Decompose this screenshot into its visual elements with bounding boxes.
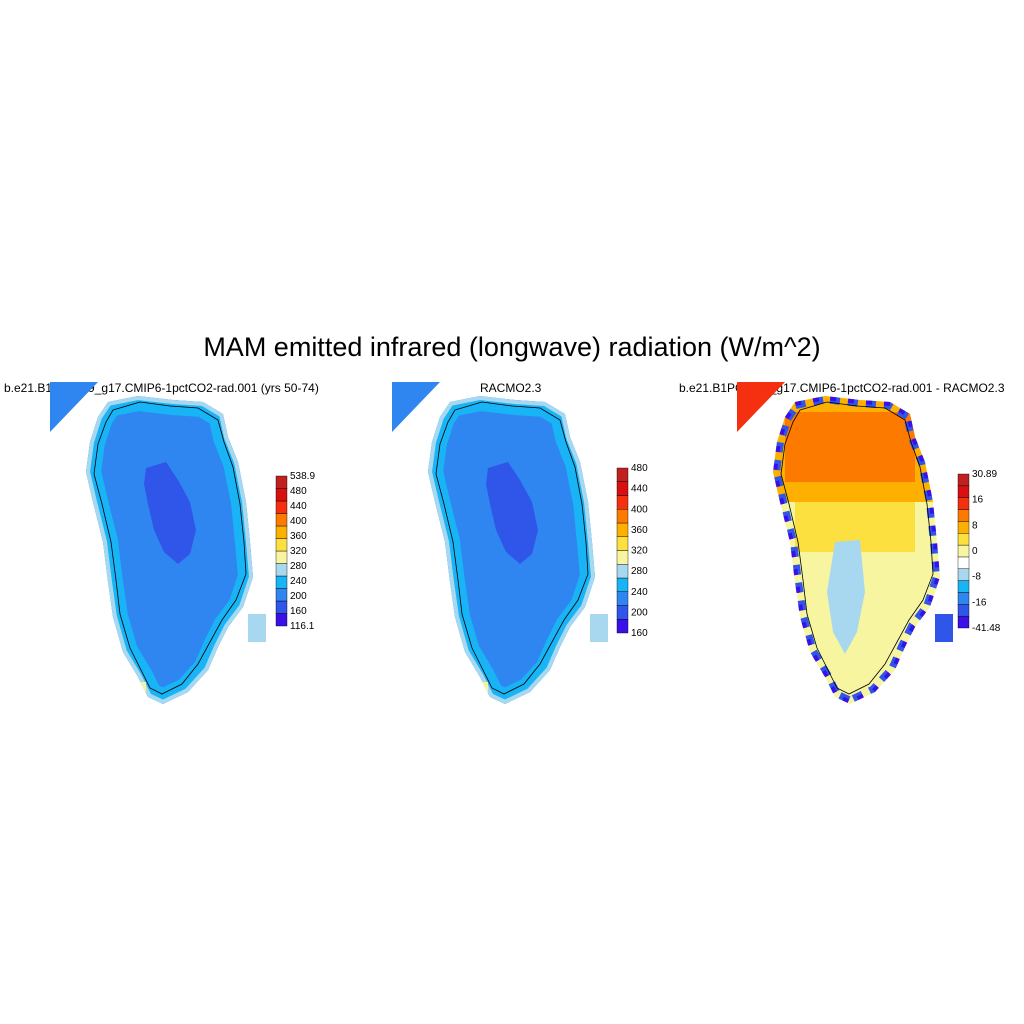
- colorbar-label: 400: [290, 516, 307, 527]
- ellesmere-land: [392, 382, 440, 432]
- colorbar-label: 160: [290, 606, 307, 617]
- colorbar-swatch: [275, 550, 288, 564]
- field-interior: [144, 462, 196, 564]
- map-field: [428, 396, 595, 704]
- colorbar-label: 0: [972, 546, 978, 557]
- colorbar-label: 538.9: [290, 471, 315, 482]
- coastline: [93, 401, 247, 695]
- map-panel-difference: -41.48 -16 -8 0 8 16 30.89: [737, 382, 1001, 704]
- colorbar-swatch: [616, 467, 629, 482]
- colorbar-swatch: [957, 580, 970, 593]
- colorbar-swatch: [616, 605, 629, 620]
- panel-title-racmo: RACMO2.3: [480, 381, 542, 395]
- colorbar-label: 280: [290, 561, 307, 572]
- colorbar-label: 360: [290, 531, 307, 542]
- iceland-land: [935, 614, 953, 642]
- colorbar-label: 200: [290, 591, 307, 602]
- colorbar-label: 8: [972, 520, 978, 531]
- colorbar-label: 280: [631, 566, 648, 577]
- colorbar-label: 160: [631, 628, 648, 639]
- ellesmere-land: [737, 382, 785, 432]
- colorbar-swatch: [275, 613, 288, 627]
- colorbar-swatch: [616, 481, 629, 496]
- colorbar-swatch: [616, 495, 629, 510]
- colorbar-label: -8: [972, 572, 981, 583]
- colorbar-swatch: [275, 600, 288, 614]
- colorbar-swatch: [275, 475, 288, 489]
- colorbar-swatch: [957, 568, 970, 581]
- iceland-land: [590, 614, 608, 642]
- colorbar-swatch: [957, 592, 970, 605]
- field-warm: [480, 682, 488, 692]
- colorbar-label: 440: [631, 484, 648, 495]
- colorbar-label: -41.48: [972, 623, 1001, 634]
- colorbar-label: 30.89: [972, 469, 997, 480]
- colorbar-label: 480: [631, 463, 648, 474]
- colorbar-swatch: [275, 538, 288, 552]
- colorbar-swatch: [957, 509, 970, 522]
- colorbar-swatch: [957, 473, 970, 487]
- colorbar-label: 440: [290, 501, 307, 512]
- colorbar-swatch: [275, 525, 288, 539]
- field-north: [785, 412, 915, 482]
- colorbar-label: 240: [290, 576, 307, 587]
- map-panel-racmo: 160 200 240 280 320 360 400 440 480: [392, 382, 648, 704]
- field-interior: [486, 462, 538, 564]
- colorbar-label: 200: [631, 607, 648, 618]
- colorbar-swatch: [957, 604, 970, 617]
- colorbar-swatch: [616, 536, 629, 551]
- colorbar-swatch: [616, 577, 629, 592]
- colorbar-label: -16: [972, 597, 987, 608]
- colorbar-swatch: [616, 591, 629, 606]
- colorbar-swatch: [275, 513, 288, 527]
- colorbar-swatch: [275, 563, 288, 577]
- colorbar-swatch: [616, 619, 629, 634]
- colorbar-swatch: [275, 488, 288, 502]
- iceland-land: [248, 614, 266, 642]
- colorbar-label: 480: [290, 486, 307, 497]
- colorbar-swatch: [957, 615, 970, 629]
- colorbar-swatch: [957, 497, 970, 510]
- colorbar-swatch: [957, 533, 970, 546]
- map-field: [773, 396, 940, 704]
- colorbar-swatch: [616, 522, 629, 537]
- colorbar-swatch: [957, 556, 970, 569]
- colorbar-label: 400: [631, 504, 648, 515]
- figure-title: MAM emitted infrared (longwave) radiatio…: [203, 332, 821, 362]
- colorbar-swatch: [275, 575, 288, 589]
- colorbar-swatch: [275, 588, 288, 602]
- colorbar-label: 116.1: [290, 621, 315, 632]
- colorbar-label: 360: [631, 525, 648, 536]
- map-field: [86, 396, 253, 704]
- coastline: [780, 401, 934, 695]
- colorbar-swatch: [275, 500, 288, 514]
- colorbar-label: 16: [972, 495, 984, 506]
- colorbar-label: 320: [290, 546, 307, 557]
- colorbar-label: 320: [631, 546, 648, 557]
- colorbar-swatch: [616, 550, 629, 565]
- field-core: [827, 540, 865, 654]
- ellesmere-land: [50, 382, 98, 432]
- colorbar-swatch: [616, 564, 629, 579]
- colorbar-swatch: [616, 509, 629, 524]
- colorbar-swatch: [957, 521, 970, 534]
- colorbar-swatch: [957, 485, 970, 498]
- colorbar-swatch: [957, 544, 970, 558]
- map-panel-model: 116.1 160 200 240 280 320 360 400 440 480 538.9: [50, 382, 315, 704]
- field-warm: [138, 682, 146, 692]
- colorbar-label: 240: [631, 587, 648, 598]
- coastline: [435, 401, 589, 695]
